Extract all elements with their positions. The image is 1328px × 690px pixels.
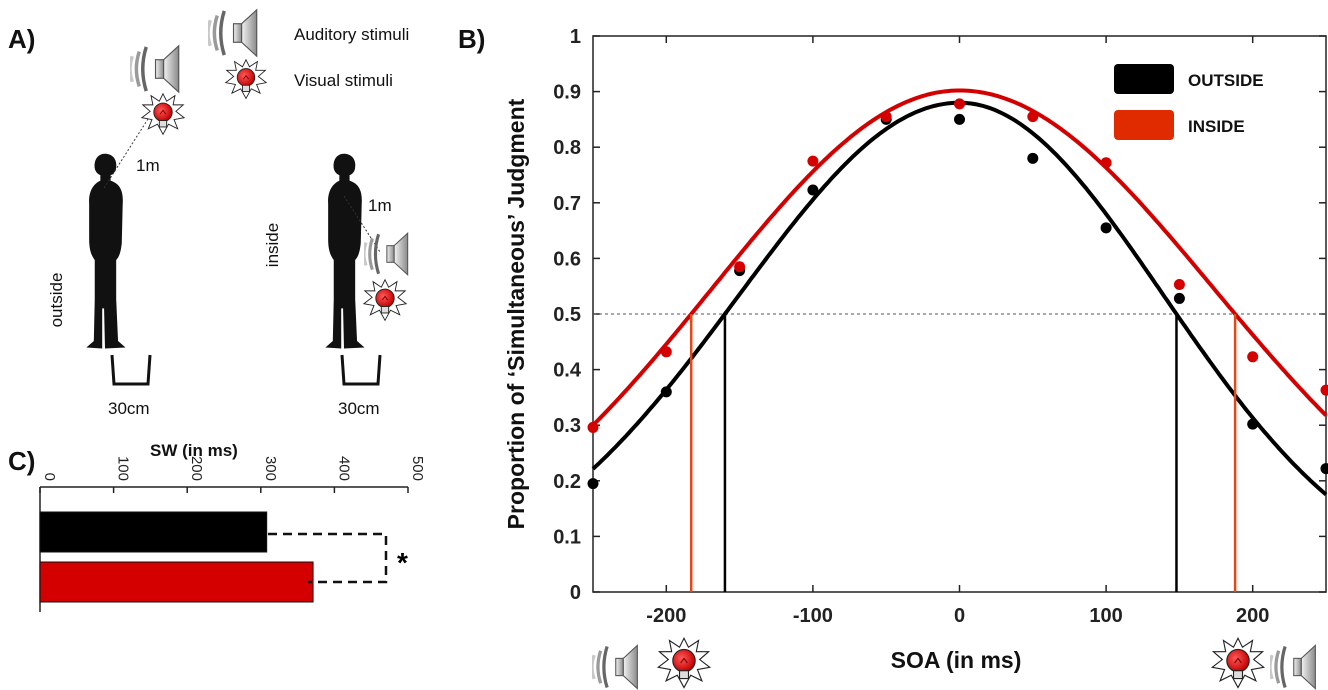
speaker-icon xyxy=(592,643,639,690)
inside-label: inside xyxy=(263,223,282,267)
panel-c-x-axis-label: SW (in ms) xyxy=(150,441,238,460)
y-tick-label: 0 xyxy=(570,582,581,604)
outside-distance-label: 1m xyxy=(136,156,160,175)
panel-b-letter: B) xyxy=(458,24,485,54)
data-point-inside xyxy=(1173,279,1185,291)
y-tick-label: 1 xyxy=(570,26,581,48)
panel-a: A) Auditory stimuli Visual stimuli outsi… xyxy=(8,8,410,418)
outside-speaker-icon xyxy=(130,44,181,94)
outside-width-bracket xyxy=(110,354,152,386)
outside-width-label: 30cm xyxy=(108,399,150,418)
significance-star: * xyxy=(397,547,408,578)
data-point-inside xyxy=(1320,384,1328,396)
outside-person-icon xyxy=(86,153,126,349)
x-tick-label: 200 xyxy=(1236,605,1269,627)
y-tick-label: 0.1 xyxy=(553,526,581,548)
data-point-outside xyxy=(954,113,965,125)
data-point-inside xyxy=(954,98,965,110)
data-point-inside xyxy=(880,111,892,123)
panel-b-fit-curves xyxy=(591,88,1328,592)
speaker-icon xyxy=(1270,643,1317,690)
y-tick-label: 0.3 xyxy=(553,415,581,437)
lightbulb-icon xyxy=(657,637,711,689)
x-tick-label: -100 xyxy=(793,605,833,627)
outside-gaze-line xyxy=(103,107,156,189)
stimulus-legend: Auditory stimuli Visual stimuli xyxy=(208,8,409,99)
panel-c-bars xyxy=(39,511,314,603)
legend-label-outside: OUTSIDE xyxy=(1188,71,1264,90)
x-tick-label: 100 xyxy=(115,456,132,481)
y-tick-label: 0.9 xyxy=(553,82,581,104)
outside-label: outside xyxy=(47,273,66,328)
data-point-outside xyxy=(1173,292,1185,304)
x-tick-label: 0 xyxy=(41,473,58,481)
inside-lightbulb-icon xyxy=(363,279,407,321)
panel-c-letter: C) xyxy=(8,446,35,476)
panel-b-x-axis-label: SOA (in ms) xyxy=(891,647,1022,673)
panel-b-y-axis-label: Proportion of ‘Simultaneous’ Judgment xyxy=(503,98,529,529)
inside-person-icon xyxy=(325,153,365,349)
panel-b: B) 0 0.1 0.2 0.3 0.4 0.5 0.6 0.7 0.8 0.9 1 -200 -100… xyxy=(458,24,1328,690)
visual-stimuli-label: Visual stimuli xyxy=(294,71,393,90)
lightbulb-icon xyxy=(225,59,267,99)
data-point-outside xyxy=(1247,418,1259,430)
inside-condition: inside 1m 30cm xyxy=(263,153,410,418)
data-point-inside xyxy=(1027,111,1039,123)
data-point-inside xyxy=(587,421,599,433)
fit-curve-inside xyxy=(591,88,1328,427)
speaker-icon xyxy=(208,8,259,58)
data-point-outside xyxy=(1100,222,1112,234)
x-tick-label: 100 xyxy=(1089,605,1122,627)
x-tick-label: 300 xyxy=(262,456,279,481)
x-tick-label: 200 xyxy=(188,456,205,481)
data-point-outside xyxy=(807,184,819,196)
y-tick-label: 0.8 xyxy=(553,137,581,159)
inside-speaker-icon xyxy=(364,231,410,277)
outside-lightbulb-icon xyxy=(141,93,185,135)
panel-c-axis: 0 100 200 300 400 500 xyxy=(39,456,426,612)
soa-visual-first-icons xyxy=(1211,637,1317,690)
data-point-inside xyxy=(660,346,672,358)
panel-b-legend: OUTSIDE INSIDE xyxy=(1114,64,1264,140)
x-tick-label: 400 xyxy=(335,456,352,481)
bar-outside xyxy=(39,511,268,553)
legend-swatch-outside xyxy=(1114,64,1174,94)
data-point-outside xyxy=(587,478,599,490)
data-point-inside xyxy=(734,261,746,273)
panel-a-letter: A) xyxy=(8,24,35,54)
y-tick-label: 0.7 xyxy=(553,193,581,215)
outside-condition: outside 1m 30cm xyxy=(47,44,185,418)
inside-width-label: 30cm xyxy=(338,399,380,418)
panel-c: C) SW (in ms) 0 100 200 300 400 500 * xyxy=(8,441,426,612)
panel-b-data-points xyxy=(587,98,1328,490)
x-tick-label: -200 xyxy=(646,605,686,627)
x-tick-label: 0 xyxy=(954,605,965,627)
inside-width-bracket xyxy=(340,354,382,386)
legend-swatch-inside xyxy=(1114,110,1174,140)
data-point-outside xyxy=(1027,152,1039,164)
x-tick-label: 500 xyxy=(409,456,426,481)
significance-bracket xyxy=(268,532,388,584)
auditory-stimuli-label: Auditory stimuli xyxy=(294,25,409,44)
y-tick-label: 0.2 xyxy=(553,471,581,493)
inside-gaze-line xyxy=(343,195,381,253)
y-tick-label: 0.5 xyxy=(553,304,581,326)
inside-distance-label: 1m xyxy=(368,196,392,215)
data-point-inside xyxy=(807,155,819,167)
y-tick-label: 0.4 xyxy=(553,360,582,382)
panel-b-axes: 0 0.1 0.2 0.3 0.4 0.5 0.6 0.7 0.8 0.9 1 -200 -100 0 10… xyxy=(553,26,1327,627)
bar-inside xyxy=(39,561,314,603)
legend-label-inside: INSIDE xyxy=(1188,117,1245,136)
data-point-outside xyxy=(660,386,672,398)
data-point-outside xyxy=(1320,463,1328,475)
lightbulb-icon xyxy=(1211,637,1265,689)
data-point-inside xyxy=(1100,157,1112,169)
data-point-inside xyxy=(1247,351,1259,363)
soa-audio-first-icons xyxy=(592,637,711,690)
y-tick-label: 0.6 xyxy=(553,248,581,270)
